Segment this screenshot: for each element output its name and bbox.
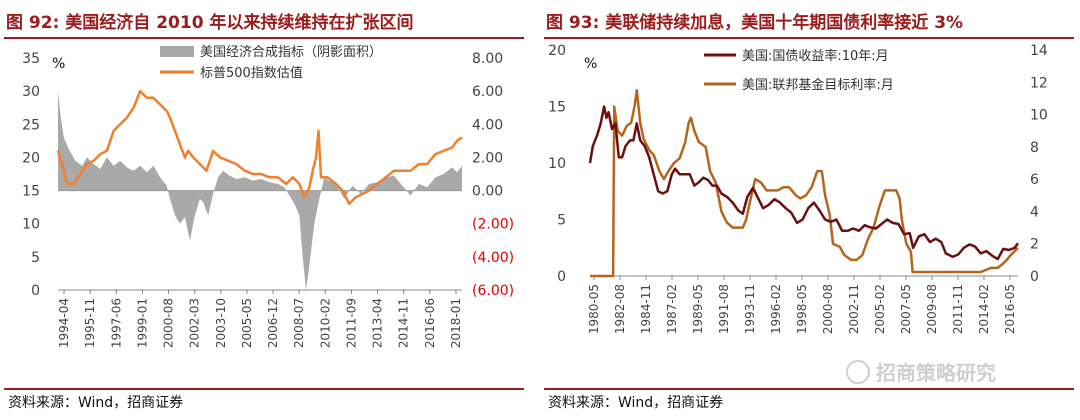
y-right-tick: 12 [1030,75,1048,91]
legend-label-line: 标普500指数估值 [200,65,303,81]
x-tick-label: 2018-01 [449,298,463,348]
x-tick-label: 1999-01 [135,298,149,348]
x-tick-label: 1991-08 [717,284,731,334]
y-right-tick: (4.00) [472,250,514,266]
y-left-tick: 35 [22,51,40,67]
y-right-tick: (6.00) [472,283,514,299]
y-right-tick: 8.00 [472,51,503,67]
y-right-tick: (2.00) [472,217,514,233]
series-fed-funds-line [590,89,1019,278]
y-left-tick: 0 [557,269,566,285]
x-tick-label: 2014-11 [397,298,411,348]
x-tick-label: 1995-11 [83,298,97,348]
x-tick-label: 2006-12 [266,298,280,348]
y-right-tick: 2.00 [472,150,503,166]
y-right-tick: 14 [1030,43,1048,59]
legend-label-area: 美国经济合成指标（阴影面积） [200,45,382,60]
y-right-tick: 2 [1030,237,1039,253]
legend-label-yield: 美国:国债收益率:10年:月 [742,48,889,64]
y-unit-label: % [52,56,65,72]
x-tick-label: 1980-05 [587,284,601,334]
title-underline [544,37,1074,39]
x-tick-label: 1993-11 [743,284,757,334]
figure-93-source: 资料来源：Wind，招商证券 [548,395,724,411]
legend-label-fed: 美国:联邦基金目标利率:月 [742,77,894,93]
x-tick-label: 2002-11 [847,284,861,334]
y-right-tick: 8 [1030,140,1039,156]
series-10y-yield-line [588,105,1020,261]
x-tick-label: 2007-05 [899,284,913,334]
series-sp500-valuation-line [56,89,463,206]
y-left-tick: 15 [22,184,40,200]
y-left-tick: 5 [31,250,40,266]
watermark-text: 招商策略研究 [876,361,996,385]
x-tick-label: 2011-11 [951,284,965,334]
series-economic-composite-area [58,91,462,290]
x-tick-label: 2013-04 [371,298,385,348]
y-left-tick: 25 [22,117,40,133]
x-tick-label: 2000-08 [162,298,176,348]
x-tick-label: 2005-05 [240,298,254,348]
x-tick-label: 2003-10 [214,298,228,348]
x-tick-label: 1989-05 [691,284,705,334]
wechat-icon [846,360,870,384]
x-tick-label: 1994-04 [57,298,71,348]
y-left-tick: 20 [548,43,566,59]
figure-92-source: 资料来源：Wind，招商证券 [8,395,184,411]
chart-figure-92: % 35 30 25 20 15 10 5 0 8.00 6.00 4.00 2.00 0.00 (2.00… [22,45,514,348]
y-left-tick: 5 [557,213,566,229]
panel-figure-92: 图 92: 美国经济自 2010 年以来持续维持在扩张区间 % 35 30 25 20 1… [0,0,530,420]
x-tick-label: 2011-09 [344,298,358,348]
y-left-tick: 10 [22,217,40,233]
x-tick-label: 1987-02 [665,284,679,334]
legend-swatch-area [160,46,194,57]
x-tick-label: 2010-02 [318,298,332,348]
y-right-tick: 0 [1030,269,1039,285]
x-tick-label: 2016-06 [423,298,437,348]
x-tick-label: 1997-06 [109,298,123,348]
figure-93-title: 图 93: 美联储持续加息，美国十年期国债利率接近 3% [546,13,964,33]
x-tick-label: 1998-05 [795,284,809,334]
x-tick-label: 2014-02 [977,284,991,334]
y-left-tick: 30 [22,84,40,100]
x-tick-label: 2002-03 [188,298,202,348]
source-rule [4,388,524,390]
source-rule [544,388,1074,390]
x-tick-label: 1996-02 [769,284,783,334]
y-right-tick: 0.00 [472,184,503,200]
x-tick-label: 2000-08 [821,284,835,334]
y-right-tick: 10 [1030,108,1048,124]
x-tick-label: 1984-11 [639,284,653,334]
y-unit-label: % [584,56,597,72]
y-right-tick: 6.00 [472,84,503,100]
x-tick-label: 2008-07 [292,298,306,348]
y-left-tick: 15 [548,100,566,116]
figure-92-title: 图 92: 美国经济自 2010 年以来持续维持在扩张区间 [6,13,414,33]
y-right-tick: 4 [1030,204,1039,220]
y-left-tick: 10 [548,156,566,172]
x-tick-label: 2009-08 [925,284,939,334]
y-right-tick: 4.00 [472,117,503,133]
y-left-tick: 0 [31,283,40,299]
y-left-tick: 20 [22,150,40,166]
x-tick-label: 1982-08 [613,284,627,334]
panel-figure-93: 图 93: 美联储持续加息，美国十年期国债利率接近 3% % 20 15 10 5 0 14… [540,0,1080,420]
x-tick-label: 2005-02 [873,284,887,334]
x-tick-label: 2016-05 [1003,284,1017,334]
y-right-tick: 6 [1030,172,1039,188]
title-underline [4,37,524,39]
